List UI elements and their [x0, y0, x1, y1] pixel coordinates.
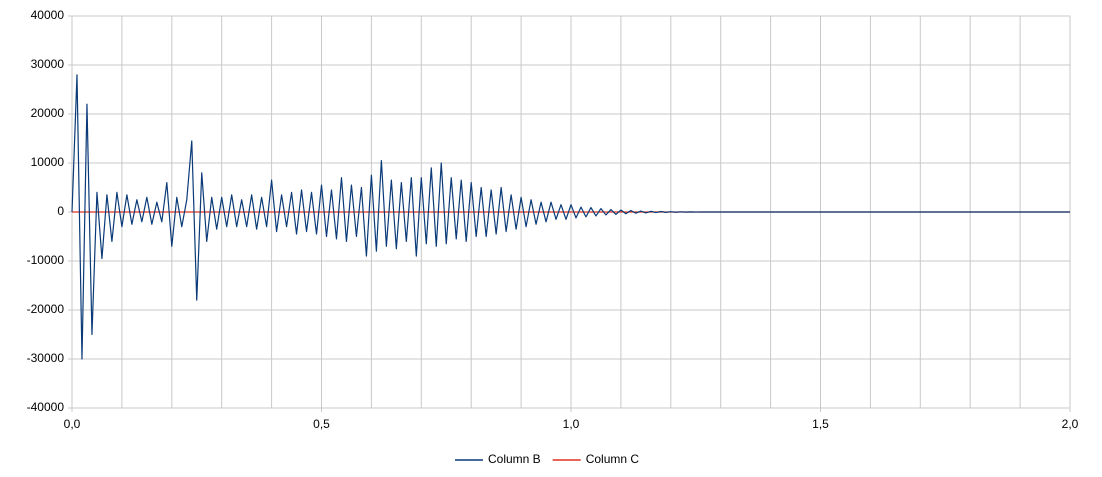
y-tick-label: 40000	[31, 8, 65, 22]
series-line	[71, 74, 1070, 360]
y-tick-label: 30000	[31, 57, 65, 71]
y-tick-label: 0	[57, 204, 64, 218]
x-tick-label: 1,5	[812, 417, 829, 431]
legend-label: Column C	[586, 452, 640, 466]
x-tick-label: 1,0	[563, 417, 580, 431]
x-tick-label: 0,5	[313, 417, 330, 431]
y-tick-label: 10000	[31, 155, 65, 169]
y-tick-label: -20000	[27, 302, 65, 316]
x-tick-label: 2,0	[1062, 417, 1079, 431]
y-tick-label: -40000	[27, 400, 65, 414]
y-tick-label: 20000	[31, 106, 65, 120]
y-tick-label: -10000	[27, 253, 65, 267]
x-tick-label: 0,0	[64, 417, 81, 431]
legend-label: Column B	[488, 452, 541, 466]
y-tick-label: -30000	[27, 351, 65, 365]
